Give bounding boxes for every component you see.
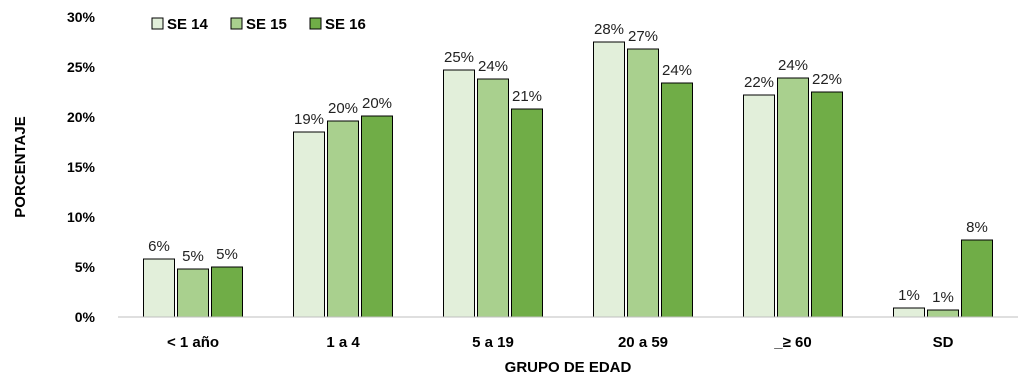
legend-swatch [309, 17, 322, 30]
legend: SE 14 SE 15 SE 16 [151, 16, 366, 33]
y-tick-label: 30% [67, 9, 96, 25]
data-label: 5% [182, 248, 204, 265]
bar-se-14 [443, 69, 475, 318]
bar-se-16 [511, 108, 543, 318]
data-label: 6% [148, 238, 170, 255]
y-tick-label: 15% [67, 159, 96, 175]
data-label: 25% [444, 49, 474, 66]
x-axis: < 1 año 1 a 4 5 a 19 20 a 59 _≥ 60 SD [118, 316, 1018, 351]
y-axis-title: PORCENTAJE [12, 116, 29, 217]
x-tick-label: 20 a 59 [618, 334, 668, 351]
x-tick-label: < 1 año [167, 334, 219, 351]
data-label: 24% [662, 62, 692, 79]
bar-se-16 [211, 266, 243, 318]
bar-se-14 [143, 258, 175, 318]
bar-se-15 [927, 309, 959, 318]
y-tick-label: 10% [67, 209, 96, 225]
bar-se-15 [327, 120, 359, 318]
bars-layer [143, 41, 993, 318]
data-label: 22% [812, 71, 842, 88]
bar-se-14 [893, 307, 925, 318]
data-label: 1% [932, 289, 954, 306]
bar-se-14 [293, 131, 325, 318]
bar-se-15 [477, 78, 509, 318]
legend-label: SE 15 [246, 16, 287, 33]
bar-se-16 [361, 115, 393, 318]
y-tick-label: 0% [75, 309, 96, 325]
y-tick-label: 20% [67, 109, 96, 125]
data-label: 24% [778, 57, 808, 74]
data-label: 21% [512, 88, 542, 105]
x-tick-label: _≥ 60 [773, 334, 811, 351]
data-label: 22% [744, 74, 774, 91]
data-label: 20% [328, 100, 358, 117]
legend-swatch [230, 17, 243, 30]
y-tick-label: 25% [67, 59, 96, 75]
y-tick-label: 5% [75, 259, 96, 275]
x-tick-label: 5 a 19 [472, 334, 514, 351]
legend-label: SE 14 [167, 16, 209, 33]
data-label: 8% [966, 219, 988, 236]
y-axis: 0% 5% 10% 15% 20% 25% 30% [67, 9, 96, 325]
bar-se-16 [961, 239, 993, 318]
bar-se-16 [811, 91, 843, 318]
data-label: 27% [628, 28, 658, 45]
data-label: 24% [478, 58, 508, 75]
data-label: 28% [594, 21, 624, 38]
data-label: 5% [216, 246, 238, 263]
data-label: 20% [362, 95, 392, 112]
bar-se-15 [627, 48, 659, 318]
legend-swatch [151, 17, 164, 30]
bar-se-14 [743, 94, 775, 318]
bar-se-16 [661, 82, 693, 318]
legend-label: SE 16 [325, 16, 366, 33]
bar-se-14 [593, 41, 625, 318]
bar-se-15 [177, 268, 209, 318]
bar-se-15 [777, 77, 809, 318]
x-tick-label: 1 a 4 [326, 334, 360, 351]
x-axis-title: GRUPO DE EDAD [505, 359, 632, 376]
data-labels-layer: 6%5% 5%19%20% 20%25%24%21%28% 27%24%22%24%2… [148, 21, 988, 306]
data-label: 1% [898, 287, 920, 304]
data-label: 19% [294, 111, 324, 128]
x-tick-label: SD [933, 334, 954, 351]
